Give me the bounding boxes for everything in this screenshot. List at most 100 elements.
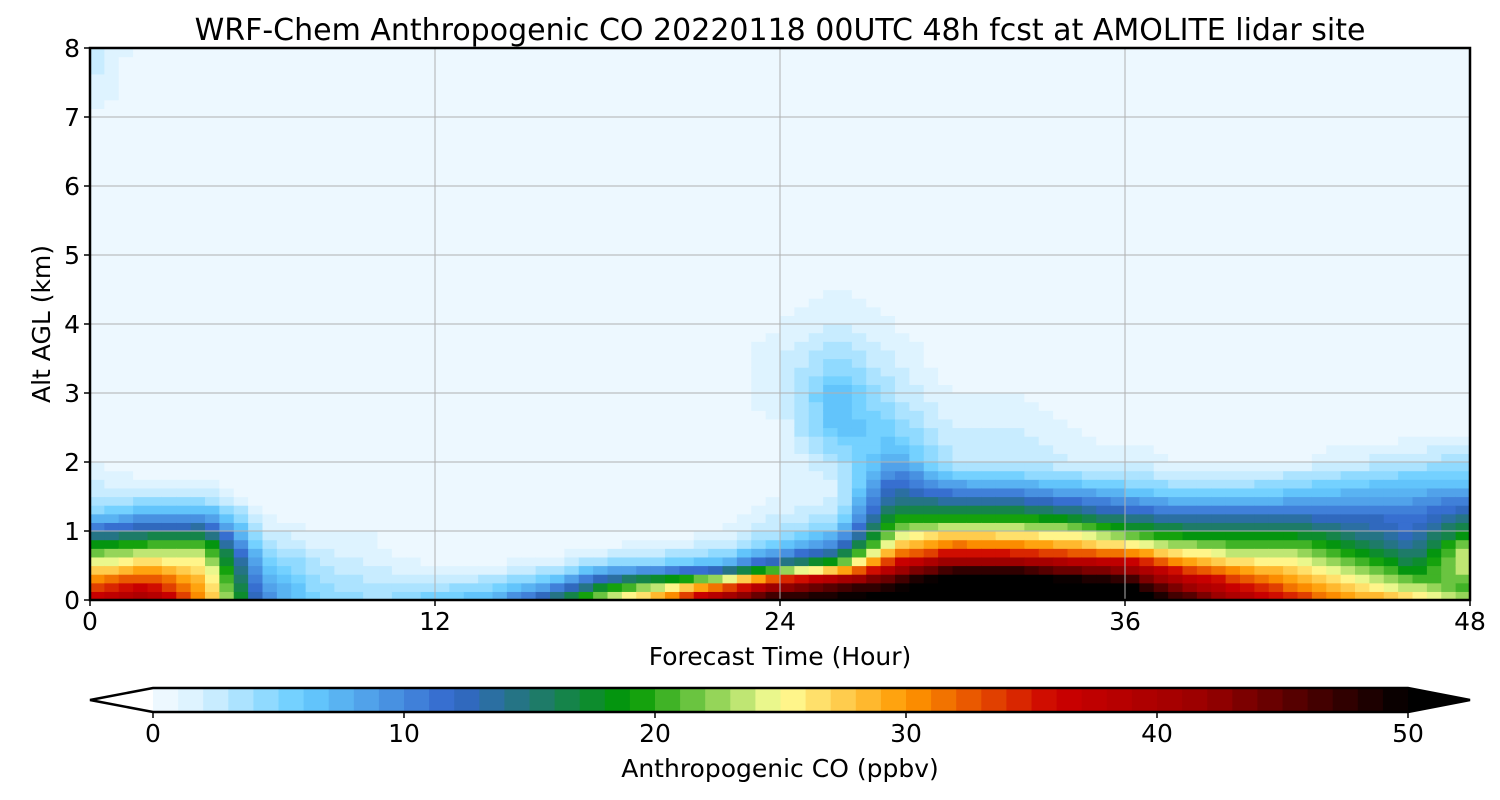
- heatmap-cell: [1182, 203, 1198, 213]
- heatmap-cell: [564, 117, 580, 127]
- heatmap-cell: [693, 574, 709, 584]
- heatmap-cell: [866, 263, 882, 273]
- heatmap-cell: [176, 496, 192, 506]
- heatmap-cell: [420, 393, 436, 403]
- heatmap-cell: [176, 203, 192, 213]
- heatmap-cell: [794, 384, 810, 394]
- heatmap-cell: [377, 272, 393, 282]
- heatmap-cell: [866, 134, 882, 144]
- heatmap-cell: [1196, 401, 1212, 411]
- heatmap-cell: [708, 315, 724, 325]
- heatmap-cell: [391, 505, 407, 515]
- heatmap-cell: [866, 151, 882, 161]
- heatmap-cell: [248, 358, 264, 368]
- heatmap-cell: [391, 367, 407, 377]
- heatmap-cell: [1182, 556, 1198, 567]
- heatmap-cell: [521, 341, 537, 351]
- heatmap-cell: [837, 582, 853, 592]
- heatmap-cell: [736, 427, 752, 437]
- heatmap-cell: [334, 453, 350, 463]
- heatmap-cell: [1125, 487, 1140, 498]
- heatmap-cell: [808, 65, 824, 75]
- heatmap-cell: [406, 418, 422, 429]
- heatmap-cell: [176, 444, 192, 454]
- heatmap-cell: [1053, 574, 1069, 584]
- heatmap-cell: [147, 255, 163, 265]
- heatmap-cell: [1024, 151, 1040, 161]
- heatmap-cell: [1196, 427, 1212, 437]
- heatmap-cell: [104, 574, 120, 584]
- heatmap-cell: [262, 56, 278, 66]
- heatmap-cell: [550, 246, 565, 256]
- heatmap-cell: [276, 186, 292, 196]
- heatmap-cell: [1010, 73, 1025, 84]
- heatmap-cell: [823, 272, 839, 282]
- heatmap-cell: [161, 65, 177, 75]
- heatmap-cell: [276, 56, 292, 66]
- heatmap-cell: [1153, 487, 1169, 498]
- heatmap-cell: [406, 384, 422, 394]
- heatmap-cell: [463, 168, 479, 178]
- heatmap-cell: [722, 108, 738, 118]
- heatmap-cell: [679, 410, 695, 420]
- heatmap-cell: [650, 453, 666, 463]
- heatmap-cell: [1110, 48, 1126, 58]
- heatmap-cell: [851, 582, 867, 592]
- heatmap-cell: [492, 229, 508, 239]
- heatmap-cell: [722, 418, 738, 429]
- heatmap-cell: [1067, 65, 1083, 75]
- heatmap-cell: [895, 263, 910, 273]
- heatmap-cell: [1196, 358, 1212, 368]
- heatmap-cell: [521, 574, 537, 584]
- heatmap-cell: [377, 203, 393, 213]
- heatmap-cell: [363, 306, 379, 316]
- heatmap-cell: [506, 255, 522, 265]
- heatmap-cell: [823, 177, 839, 187]
- heatmap-cell: [1110, 315, 1126, 325]
- heatmap-cell: [90, 108, 105, 118]
- heatmap-cell: [823, 48, 839, 58]
- heatmap-cell: [550, 565, 565, 575]
- heatmap-cell: [190, 539, 206, 549]
- heatmap-cell: [679, 246, 695, 256]
- heatmap-cell: [1067, 367, 1083, 377]
- heatmap-cell: [1182, 229, 1198, 239]
- heatmap-cell: [895, 436, 910, 446]
- heatmap-cell: [708, 496, 724, 506]
- heatmap-cell: [521, 436, 537, 446]
- heatmap-cell: [1139, 591, 1155, 601]
- heatmap-cell: [722, 168, 738, 178]
- heatmap-cell: [233, 263, 249, 273]
- heatmap-cell: [478, 73, 494, 84]
- heatmap-cell: [593, 56, 609, 66]
- heatmap-cell: [521, 91, 537, 101]
- heatmap-cell: [478, 48, 494, 58]
- heatmap-cell: [823, 134, 839, 144]
- heatmap-cell: [708, 177, 724, 187]
- heatmap-cell: [377, 306, 393, 316]
- heatmap-cell: [190, 487, 206, 498]
- heatmap-cell: [1139, 203, 1155, 213]
- heatmap-cell: [938, 315, 954, 325]
- heatmap-cell: [550, 229, 565, 239]
- heatmap-cell: [1125, 186, 1140, 196]
- heatmap-cell: [751, 453, 767, 463]
- heatmap-cell: [348, 487, 364, 498]
- heatmap-cell: [550, 358, 565, 368]
- heatmap-cell: [636, 117, 652, 127]
- heatmap-cell: [420, 280, 436, 291]
- heatmap-cell: [291, 513, 307, 523]
- heatmap-cell: [837, 418, 853, 429]
- heatmap-cell: [377, 65, 393, 75]
- heatmap-cell: [535, 168, 551, 178]
- heatmap-cell: [1010, 142, 1025, 153]
- heatmap-cell: [895, 453, 910, 463]
- heatmap-cell: [665, 82, 680, 92]
- heatmap-cell: [133, 427, 149, 437]
- heatmap-cell: [276, 418, 292, 429]
- heatmap-cell: [276, 358, 292, 368]
- heatmap-cell: [391, 73, 407, 84]
- heatmap-cell: [219, 531, 235, 541]
- heatmap-cell: [1139, 470, 1155, 480]
- heatmap-cell: [118, 341, 134, 351]
